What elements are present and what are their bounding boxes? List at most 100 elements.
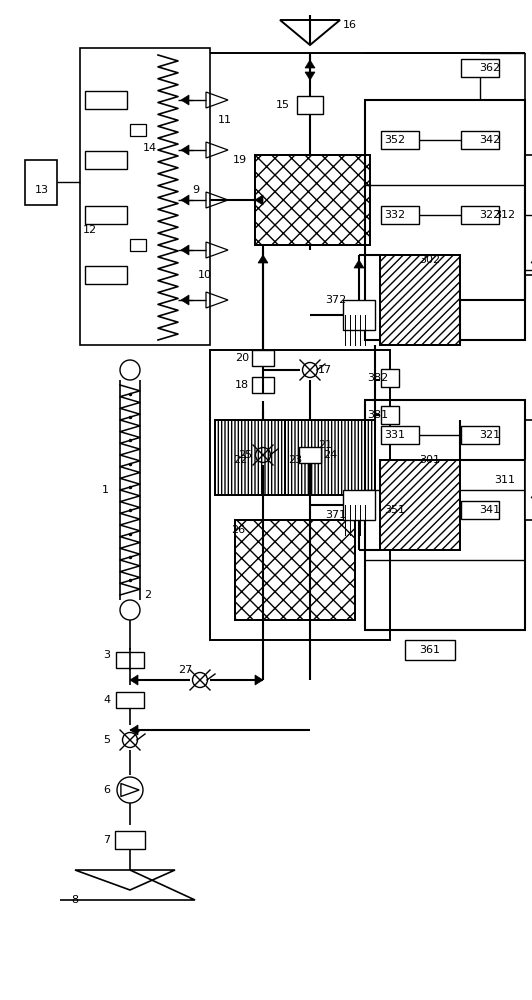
Bar (343, 490, 375, 520)
Polygon shape (531, 490, 532, 498)
Bar (380, 255, 460, 345)
Bar (116, 692, 144, 708)
Bar (80, 48, 210, 345)
Bar (461, 59, 499, 77)
Bar (252, 377, 274, 393)
Polygon shape (255, 195, 263, 205)
Text: 21: 21 (318, 440, 332, 450)
Bar (365, 100, 525, 340)
Bar (285, 420, 375, 495)
Bar (130, 124, 146, 136)
Text: 381: 381 (368, 410, 388, 420)
Text: 341: 341 (479, 505, 501, 515)
Bar (299, 447, 321, 463)
Bar (461, 501, 499, 519)
Polygon shape (305, 72, 315, 80)
Text: 11: 11 (218, 115, 232, 125)
Text: 361: 361 (420, 645, 440, 655)
Text: 18: 18 (235, 380, 249, 390)
Bar (215, 420, 285, 495)
Text: 16: 16 (343, 20, 357, 30)
Bar (461, 426, 499, 444)
Text: 22: 22 (233, 455, 247, 465)
Bar (85, 266, 127, 284)
Text: 312: 312 (494, 210, 516, 220)
Text: 14: 14 (143, 143, 157, 153)
Bar (85, 91, 127, 109)
Bar (285, 420, 375, 495)
Text: 301: 301 (420, 455, 440, 465)
Text: 19: 19 (233, 155, 247, 165)
Text: 351: 351 (385, 505, 405, 515)
Bar (461, 131, 499, 149)
Text: 20: 20 (235, 353, 249, 363)
Text: 9: 9 (193, 185, 200, 195)
Bar (25, 160, 57, 205)
Text: 15: 15 (276, 100, 290, 110)
Bar (365, 400, 525, 630)
Bar (215, 420, 285, 495)
Bar (252, 350, 274, 366)
Text: 8: 8 (71, 895, 79, 905)
Bar (255, 155, 370, 245)
Text: 382: 382 (368, 373, 388, 383)
Polygon shape (181, 145, 189, 155)
Bar (525, 155, 532, 275)
Text: 2: 2 (144, 590, 152, 600)
Text: 332: 332 (385, 210, 405, 220)
Polygon shape (255, 675, 263, 685)
Bar (130, 239, 146, 251)
Bar (381, 501, 419, 519)
Polygon shape (181, 245, 189, 255)
Text: 362: 362 (479, 63, 501, 73)
Bar (380, 460, 460, 550)
Bar (381, 206, 419, 224)
Text: 17: 17 (318, 365, 332, 375)
Bar (235, 520, 355, 620)
Text: 342: 342 (479, 135, 501, 145)
Bar (380, 255, 460, 345)
Text: 372: 372 (326, 295, 347, 305)
Polygon shape (354, 260, 364, 268)
Text: 26: 26 (231, 525, 245, 535)
Bar (343, 300, 375, 330)
Text: 3: 3 (104, 650, 111, 660)
Text: 371: 371 (326, 510, 346, 520)
Text: 7: 7 (103, 835, 111, 845)
Polygon shape (130, 725, 138, 735)
Bar (405, 640, 455, 660)
Polygon shape (181, 295, 189, 305)
Text: 322: 322 (479, 210, 501, 220)
Bar (255, 155, 370, 245)
Text: 25: 25 (238, 450, 252, 460)
Text: 352: 352 (385, 135, 405, 145)
Text: 13: 13 (35, 185, 49, 195)
Text: 12: 12 (83, 225, 97, 235)
Text: 302: 302 (419, 255, 440, 265)
Text: 331: 331 (385, 430, 405, 440)
Bar (381, 369, 399, 387)
Polygon shape (531, 255, 532, 263)
Bar (85, 206, 127, 224)
Text: 5: 5 (104, 735, 111, 745)
Bar (235, 520, 355, 620)
Text: 4: 4 (103, 695, 111, 705)
Text: 1: 1 (102, 485, 109, 495)
Polygon shape (305, 60, 315, 68)
Bar (380, 460, 460, 550)
Text: 311: 311 (495, 475, 516, 485)
Bar (381, 426, 419, 444)
Bar (297, 96, 323, 114)
Polygon shape (181, 195, 189, 205)
Polygon shape (181, 95, 189, 105)
Bar (115, 831, 145, 849)
Bar (116, 652, 144, 668)
Bar (210, 350, 390, 640)
Text: 24: 24 (323, 450, 337, 460)
Text: 23: 23 (288, 455, 302, 465)
Text: 10: 10 (198, 270, 212, 280)
Bar (461, 206, 499, 224)
Bar (525, 420, 532, 520)
Bar (85, 151, 127, 169)
Polygon shape (130, 675, 138, 685)
